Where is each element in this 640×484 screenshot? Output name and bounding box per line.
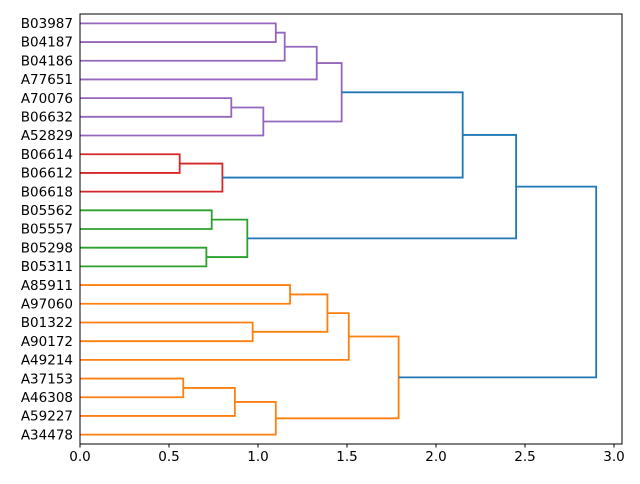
dendrogram-link-R2 (80, 162, 224, 193)
leaf-label-B05298: B05298 (21, 240, 73, 256)
dendrogram-link-O8 (275, 335, 400, 420)
x-tick-label: 2.0 (425, 449, 446, 465)
leaf-label-A49214: A49214 (21, 353, 73, 369)
leaf-label-B06632: B06632 (21, 110, 73, 126)
x-tick-label: 2.5 (514, 449, 535, 465)
axes-frame (79, 13, 623, 445)
dendrogram-link-O5 (80, 377, 185, 399)
x-tick-label: 1.0 (247, 449, 268, 465)
dendrogram-link-B2 (247, 134, 517, 240)
leaf-label-A34478: A34478 (21, 427, 73, 443)
dendrogram-link-B3 (398, 185, 598, 379)
dendrogram-link-P5 (80, 106, 265, 137)
leaf-label-B05557: B05557 (21, 222, 73, 238)
leaf-label-B04187: B04187 (21, 35, 73, 51)
leaf-label-B05562: B05562 (21, 203, 73, 219)
leaf-label-B06612: B06612 (21, 166, 73, 182)
x-tick-label: 1.5 (336, 449, 357, 465)
dendrogram-link-O4 (80, 312, 350, 361)
dendrogram-link-O2 (80, 321, 254, 343)
leaf-label-A85911: A85911 (21, 278, 73, 294)
leaf-label-A37153: A37153 (21, 371, 73, 387)
leaf-label-A70076: A70076 (21, 91, 73, 107)
dendrogram-link-G1 (80, 209, 213, 230)
leaf-label-B06614: B06614 (21, 147, 73, 163)
dendrogram-link-O7 (80, 401, 277, 436)
leaf-label-A77651: A77651 (21, 72, 73, 88)
leaf-label-B03987: B03987 (21, 16, 73, 32)
dendrogram-link-P3 (80, 45, 318, 81)
x-tick-label: 3.0 (603, 449, 624, 465)
dendrogram-link-G2 (80, 246, 208, 268)
dendrogram-link-R1 (80, 153, 181, 174)
dendrogram-link-P1 (80, 22, 277, 43)
leaf-label-B01322: B01322 (21, 315, 73, 331)
dendrogram-link-O6 (80, 387, 236, 417)
x-tick-label: 0.5 (158, 449, 179, 465)
dendrogram-link-P6 (263, 62, 343, 123)
leaf-label-B04186: B04186 (21, 53, 73, 69)
x-tick-label: 0.0 (69, 449, 90, 465)
leaf-label-B06618: B06618 (21, 184, 73, 200)
leaf-label-B05311: B05311 (21, 259, 73, 275)
dendrogram-link-P4 (80, 97, 233, 118)
leaf-label-A59227: A59227 (21, 409, 73, 425)
leaf-label-A97060: A97060 (21, 296, 73, 312)
leaf-label-A52829: A52829 (21, 128, 73, 144)
dendrogram-link-P2 (80, 31, 286, 62)
leaf-label-A90172: A90172 (21, 334, 73, 350)
dendrogram-link-O1 (80, 284, 291, 305)
leaf-label-A46308: A46308 (21, 390, 73, 406)
